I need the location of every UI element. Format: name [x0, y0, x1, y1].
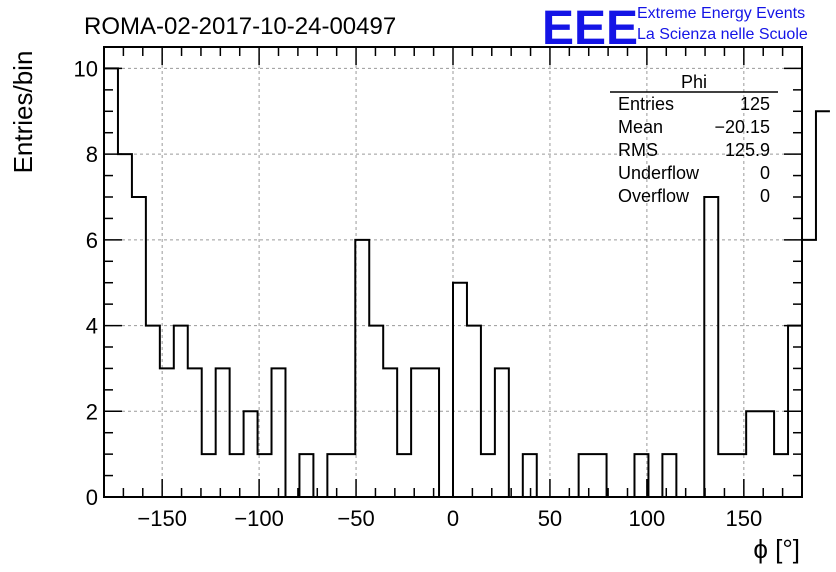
- x-tick-label: 100: [629, 506, 666, 531]
- histogram-bin: [383, 368, 397, 497]
- histogram-bin: [425, 368, 439, 497]
- chart-title: ROMA-02-2017-10-24-00497: [84, 13, 396, 40]
- histogram-bin: [593, 454, 607, 497]
- histogram-bin: [202, 454, 216, 497]
- stats-value: 125: [740, 94, 770, 114]
- y-tick-labels: 0 2 4 6 8 10: [74, 56, 98, 510]
- histogram-bin: [662, 454, 676, 497]
- logo-line-1: Extreme Energy Events: [637, 5, 805, 22]
- histogram-bin: [704, 197, 718, 497]
- x-tick-label: −100: [234, 506, 284, 531]
- histogram-bin: [132, 197, 146, 497]
- eee-logo: EEE Extreme Energy Events La Scienza nel…: [542, 2, 808, 55]
- logo-line-2: La Scienza nelle Scuole: [637, 26, 808, 43]
- histogram-bin: [579, 454, 593, 497]
- histogram-bin: [174, 326, 188, 497]
- stats-value: 0: [760, 163, 770, 183]
- y-tick-label: 4: [86, 314, 98, 339]
- stats-box: Phi Entries 125 Mean −20.15 RMS 125.9 Underflo…: [610, 72, 778, 206]
- histogram-bin: [453, 283, 467, 497]
- histogram-bin: [327, 454, 341, 497]
- logo-mark: EEE: [542, 2, 638, 55]
- x-tick-label: 50: [538, 506, 562, 531]
- histogram-bin: [272, 368, 286, 497]
- stats-label: Overflow: [618, 186, 690, 206]
- grid-lines: [104, 47, 802, 497]
- histogram-bin: [299, 454, 313, 497]
- histogram-bin: [397, 454, 411, 497]
- histogram-bin: [355, 240, 369, 497]
- histogram-bin: [495, 368, 509, 497]
- histogram-bin: [523, 454, 537, 497]
- histogram-bin: [216, 368, 230, 497]
- x-tick-label: −50: [337, 506, 374, 531]
- y-tick-label: 6: [86, 228, 98, 253]
- x-tick-label: −150: [137, 506, 187, 531]
- stats-label: Entries: [618, 94, 674, 114]
- histogram-bin: [718, 454, 732, 497]
- stats-label: Underflow: [618, 163, 700, 183]
- histogram-bin: [802, 240, 816, 497]
- stats-label: RMS: [618, 140, 658, 160]
- stats-label: Mean: [618, 117, 663, 137]
- stats-value: −20.15: [714, 117, 770, 137]
- plot-frame: [103, 46, 803, 498]
- histogram-bin: [341, 454, 355, 497]
- histogram-bin: [230, 454, 244, 497]
- histogram-bin: [481, 454, 495, 497]
- stats-title: Phi: [681, 72, 707, 92]
- y-tick-label: 2: [86, 399, 98, 424]
- histogram-bin: [760, 411, 774, 497]
- x-tick-labels: −150 −100 −50 0 50 100 150: [137, 506, 762, 531]
- x-tick-label: 150: [725, 506, 762, 531]
- y-tick-label: 0: [86, 485, 98, 510]
- x-axis-label: ϕ [°]: [753, 534, 800, 564]
- stats-value: 0: [760, 186, 770, 206]
- histogram-bin: [816, 111, 830, 497]
- histogram-bin: [188, 368, 202, 497]
- axis-ticks: [103, 46, 803, 498]
- y-tick-label: 10: [74, 56, 98, 81]
- y-axis-label: Entries/bin: [8, 51, 38, 174]
- stats-value: 125.9: [725, 140, 770, 160]
- histogram-bin: [244, 411, 258, 497]
- x-tick-label: 0: [447, 506, 459, 531]
- histogram-bin: [411, 368, 425, 497]
- histogram-bin: [746, 411, 760, 497]
- y-tick-label: 8: [86, 142, 98, 167]
- histogram-bin: [774, 454, 788, 497]
